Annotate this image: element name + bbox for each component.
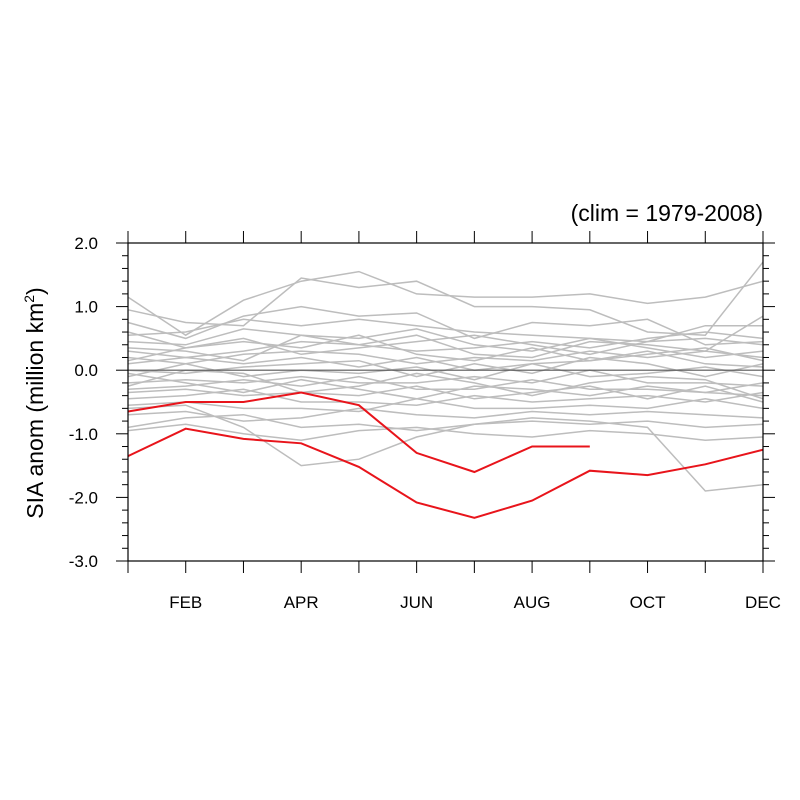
plot-frame [127,242,764,562]
x-tick-label: FEB [169,593,202,612]
background-series-line-9 [127,363,764,381]
y-tick-label: -1.0 [69,425,98,444]
y-tick-label: 0.0 [74,361,98,380]
background-series-line-4 [127,328,764,359]
background-series-line-19 [127,315,764,362]
highlight-series-line-1 [127,427,764,519]
tick-marks [116,231,775,573]
background-series-line-17 [127,423,764,441]
y-tick-label: 1.0 [74,298,98,317]
y-tick-label: -2.0 [69,488,98,507]
background-series-line-18 [127,404,764,492]
background-series-line-5 [127,331,764,359]
highlight-series-line-0 [127,391,590,474]
plot-area: FEB APR JUN AUG OCT DEC 2.0 1.0 0.0 -1.0 -2.0 -3.0 [69,231,781,612]
x-tick-label: JUN [400,593,433,612]
y-tick-label: 2.0 [74,234,98,253]
y-axis-label-sup: 2 [21,295,37,303]
background-series-line-15 [127,407,764,422]
background-series-line-0 [127,270,764,337]
background-series-line-2 [127,305,764,346]
background-series-line-6 [127,350,764,365]
background-series-line-22 [127,369,764,400]
y-axis-label-main: SIA anom (million km [22,303,48,519]
background-series-line-16 [127,413,764,432]
y-axis-label-tail: ) [22,287,48,295]
x-tick-label: AUG [514,593,551,612]
x-tick-label: OCT [630,593,666,612]
x-tick-labels: FEB APR JUN AUG OCT DEC [169,593,781,612]
y-tick-label: -3.0 [69,552,98,571]
background-series-line-23 [127,331,764,362]
highlight-series-group [127,391,764,519]
background-series-group [127,261,764,492]
x-tick-label: DEC [745,593,781,612]
chart-title: (clim = 1979-2008) [571,200,763,226]
background-series-line-21 [127,334,764,362]
background-series-line-1 [127,261,764,336]
background-series-line-14 [127,398,764,413]
y-tick-labels: 2.0 1.0 0.0 -1.0 -2.0 -3.0 [69,234,98,571]
background-series-line-3 [127,318,763,343]
background-series-line-11 [127,375,764,397]
background-series-line-10 [127,369,764,387]
y-axis-label: SIA anom (million km2) [21,287,48,518]
x-tick-label: APR [284,593,319,612]
background-series-line-20 [127,372,764,400]
